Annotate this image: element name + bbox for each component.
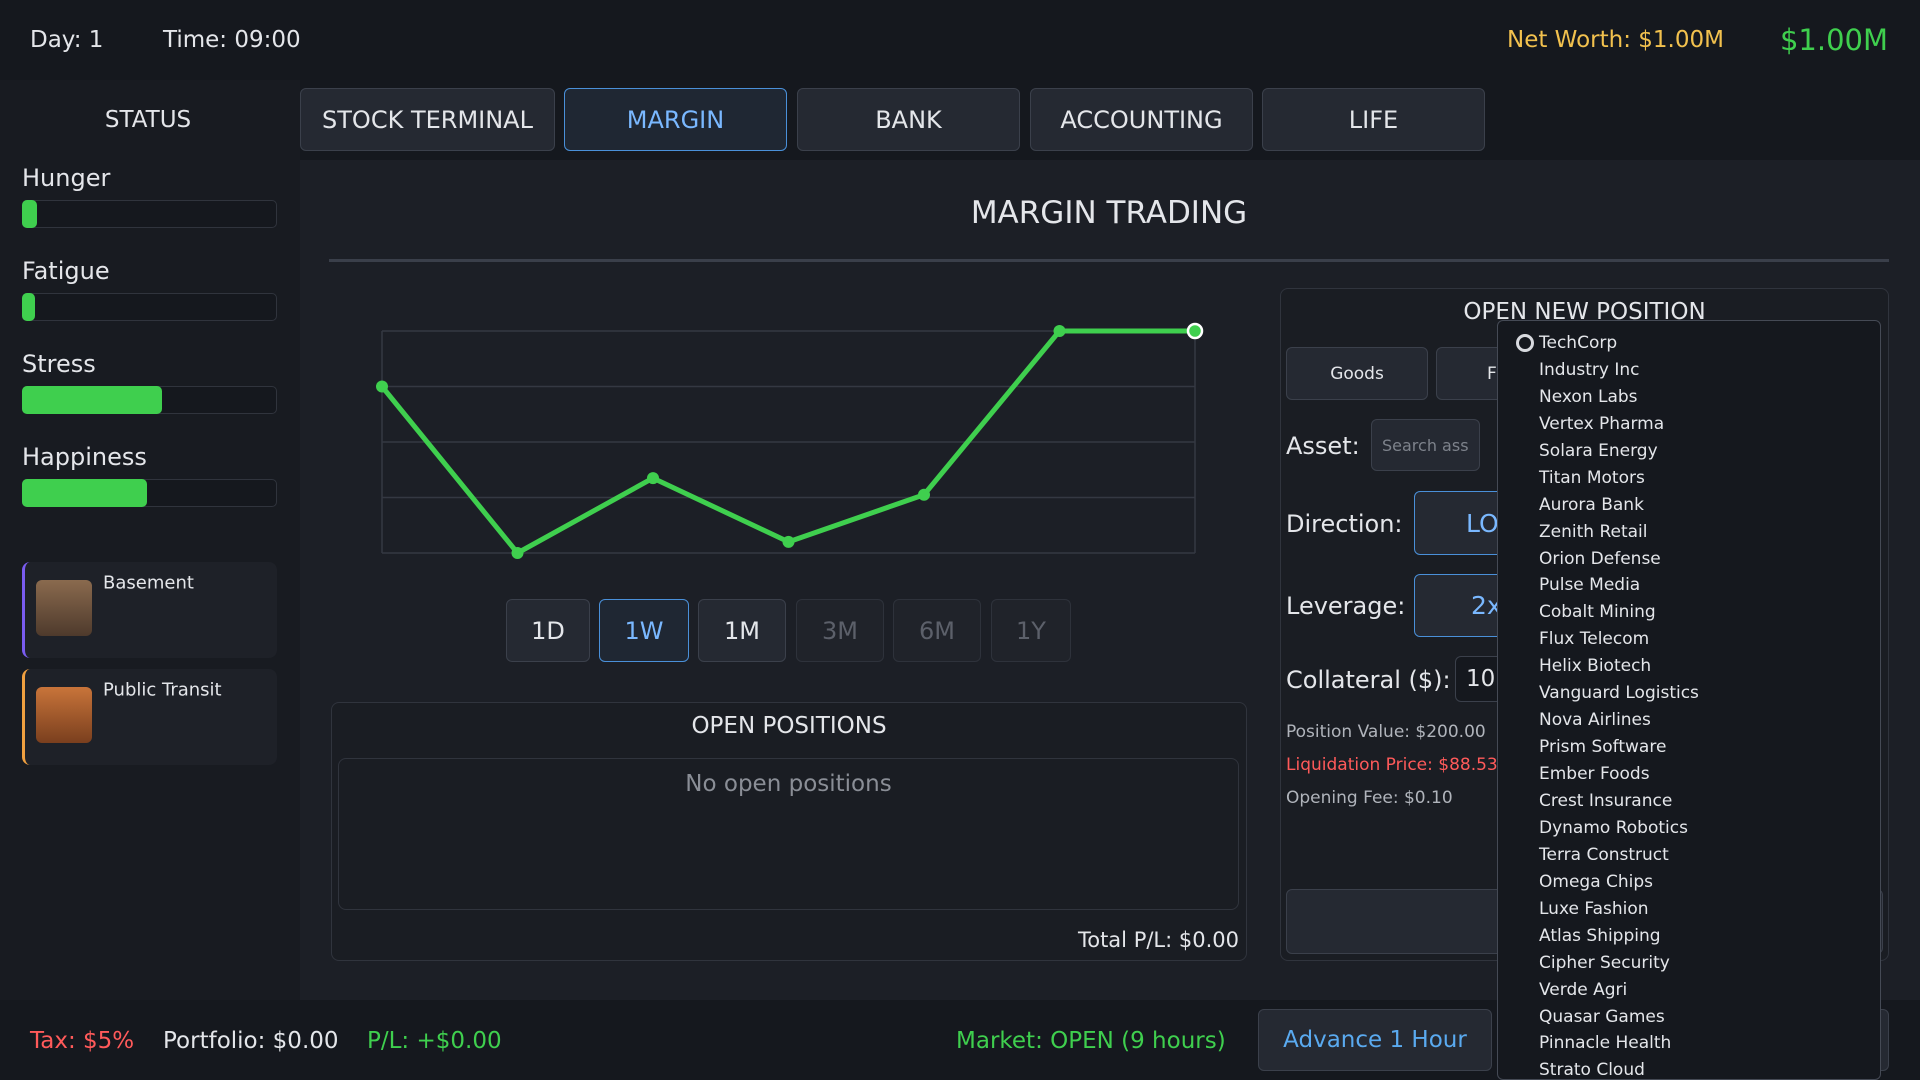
status-title: STATUS <box>104 107 192 133</box>
price-point <box>1186 322 1204 340</box>
location-name: Basement <box>103 572 194 594</box>
liquidation-price: Liquidation Price: $88.53 <box>1286 755 1498 775</box>
dropdown-item[interactable]: Solara Energy <box>1539 440 1658 461</box>
leverage-label: Leverage: <box>1286 592 1406 620</box>
stat-bar <box>22 200 38 228</box>
dropdown-item[interactable]: Zenith Retail <box>1539 521 1648 542</box>
title-rule <box>329 259 1889 262</box>
opening-fee: Opening Fee: $0.10 <box>1286 788 1453 808</box>
day: Day: 1 <box>30 27 104 53</box>
period-button[interactable]: 1W <box>599 599 689 662</box>
tab[interactable]: MARGIN <box>564 88 787 151</box>
dropdown-item[interactable]: Atlas Shipping <box>1539 925 1661 946</box>
dropdown-item[interactable]: Nexon Labs <box>1539 386 1638 407</box>
dropdown-item[interactable]: Dynamo Robotics <box>1539 817 1688 838</box>
stat-label: Happiness <box>22 443 147 471</box>
page-title: MARGIN TRADING <box>970 195 1248 231</box>
position-value: Position Value: $200.00 <box>1286 722 1486 742</box>
pl: P/L: +$0.00 <box>367 1028 502 1054</box>
asset-search[interactable]: Search ass <box>1371 419 1480 471</box>
tab[interactable]: LIFE <box>1262 88 1485 151</box>
asset-label: Asset: <box>1286 432 1360 460</box>
cash: $1.00M <box>1779 23 1888 57</box>
direction-label: Direction: <box>1286 510 1403 538</box>
time: Time: 09:00 <box>163 27 301 53</box>
market-status: Market: OPEN (9 hours) <box>956 1028 1226 1054</box>
top-bar <box>0 0 1920 80</box>
price-point <box>782 535 795 548</box>
dropdown-item[interactable]: Strato Cloud <box>1539 1060 1645 1080</box>
net-worth: Net Worth: $1.00M <box>1507 27 1724 53</box>
dropdown-item[interactable]: Industry Inc <box>1539 359 1640 380</box>
tax: Tax: $5% <box>30 1028 135 1054</box>
period-button[interactable]: 6M <box>893 599 981 662</box>
dropdown-item[interactable]: Verde Agri <box>1539 979 1628 1000</box>
dropdown-item[interactable]: Vertex Pharma <box>1539 413 1665 434</box>
stat-bar <box>22 386 163 414</box>
period-button[interactable]: 3M <box>796 599 884 662</box>
dropdown-item[interactable]: Pinnacle Health <box>1539 1033 1672 1054</box>
price-point <box>647 472 659 485</box>
positions-list <box>338 758 1239 910</box>
tab[interactable]: BANK <box>797 88 1020 151</box>
dropdown-item[interactable]: Helix Biotech <box>1539 656 1652 677</box>
stat-bar <box>22 293 35 321</box>
period-button[interactable]: 1M <box>698 599 786 662</box>
location-icon <box>36 687 92 743</box>
dropdown-item[interactable]: Pulse Media <box>1539 575 1641 596</box>
dropdown-item[interactable]: Aurora Bank <box>1539 494 1644 515</box>
period-button[interactable]: 1Y <box>991 599 1071 662</box>
dropdown-item[interactable]: Orion Defense <box>1539 548 1661 569</box>
stat-track <box>22 293 277 321</box>
positions-title: OPEN POSITIONS <box>691 713 887 739</box>
dropdown-item[interactable]: Cipher Security <box>1539 952 1670 973</box>
stat-label: Hunger <box>22 164 111 192</box>
location-icon <box>36 580 92 636</box>
advance-button[interactable]: Advance 1 Hour <box>1258 1009 1492 1071</box>
dropdown-item[interactable]: Omega Chips <box>1539 871 1654 892</box>
positions-panel <box>331 702 1247 961</box>
empty-message: No open positions <box>685 771 892 797</box>
dropdown-item[interactable]: Vanguard Logistics <box>1539 683 1699 704</box>
dropdown-item[interactable]: Titan Motors <box>1539 467 1645 488</box>
dropdown-item[interactable]: Quasar Games <box>1539 1006 1665 1027</box>
price-point <box>918 488 930 501</box>
dropdown-item[interactable]: Ember Foods <box>1539 764 1650 785</box>
stat-label: Stress <box>22 350 96 378</box>
asset-type-button[interactable]: Goods <box>1286 347 1428 400</box>
portfolio: Portfolio: $0.00 <box>163 1028 339 1054</box>
collateral-label: Collateral ($): <box>1286 666 1451 694</box>
price-point <box>1053 325 1066 337</box>
dropdown-item[interactable]: Prism Software <box>1539 737 1667 758</box>
radio <box>1516 334 1534 352</box>
dropdown-item[interactable]: TechCorp <box>1539 333 1618 353</box>
sidebar <box>0 80 300 1000</box>
location-name: Public Transit <box>103 679 222 701</box>
dropdown-item[interactable]: Nova Airlines <box>1539 710 1651 731</box>
period-button[interactable]: 1D <box>506 599 590 662</box>
tab[interactable]: ACCOUNTING <box>1030 88 1253 151</box>
price-point <box>376 380 388 393</box>
dropdown-item[interactable]: Flux Telecom <box>1539 629 1650 650</box>
total-pl: Total P/L: $0.00 <box>1077 928 1239 952</box>
stat-track <box>22 200 277 228</box>
price-point <box>511 547 524 559</box>
asset-dropdown: TechCorp Industry Inc Nexon Labs Vertex Pha… <box>1497 320 1881 1080</box>
dropdown-item[interactable]: Crest Insurance <box>1539 790 1673 811</box>
dropdown-item[interactable]: Luxe Fashion <box>1539 898 1649 919</box>
stat-bar <box>22 479 147 507</box>
tab[interactable]: STOCK TERMINAL <box>300 88 555 151</box>
stat-label: Fatigue <box>22 257 110 285</box>
dropdown-item[interactable]: Cobalt Mining <box>1539 602 1656 623</box>
dropdown-item[interactable]: Terra Construct <box>1539 844 1669 865</box>
